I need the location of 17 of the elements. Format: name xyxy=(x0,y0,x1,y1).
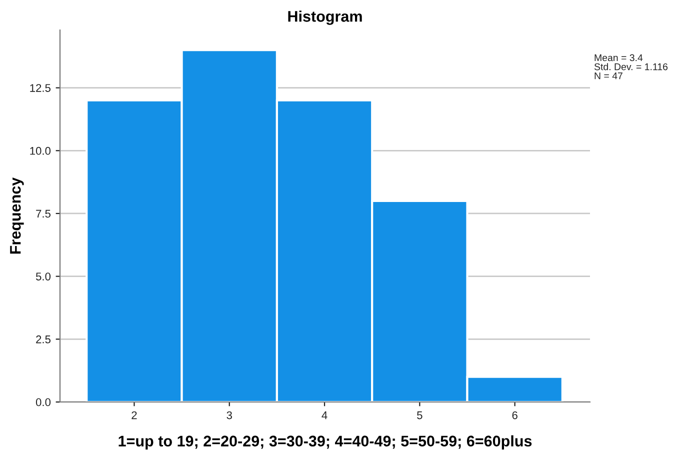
text: Std. Dev. = 1.116 xyxy=(594,63,668,70)
y-tick-label: 12.5 xyxy=(30,84,51,92)
x-tick-label: 3 xyxy=(226,411,232,420)
text: Mean = 3.4 xyxy=(594,54,643,62)
y-tick-label: 5.0 xyxy=(36,272,51,280)
x-axis-title: 1=up to 19; 2=20-29; 3=30-39; 4=40-49; 5=50-59; 6=60plus xyxy=(118,435,532,450)
y-tick-label: 10.0 xyxy=(30,146,51,155)
y-tick-label: 2.5 xyxy=(36,335,51,344)
x-tick-label: 4 xyxy=(322,411,328,420)
chart-title: Histogram xyxy=(288,10,362,25)
y-tick-label: 0.0 xyxy=(36,398,51,406)
text: N = 47 xyxy=(594,72,622,80)
y-tick-label: 7.5 xyxy=(36,210,51,218)
x-tick-label: 6 xyxy=(512,411,518,420)
x-tick-label: 2 xyxy=(132,411,137,420)
x-tick-label: 5 xyxy=(417,411,422,420)
y-axis-title: Frequency xyxy=(10,177,24,254)
